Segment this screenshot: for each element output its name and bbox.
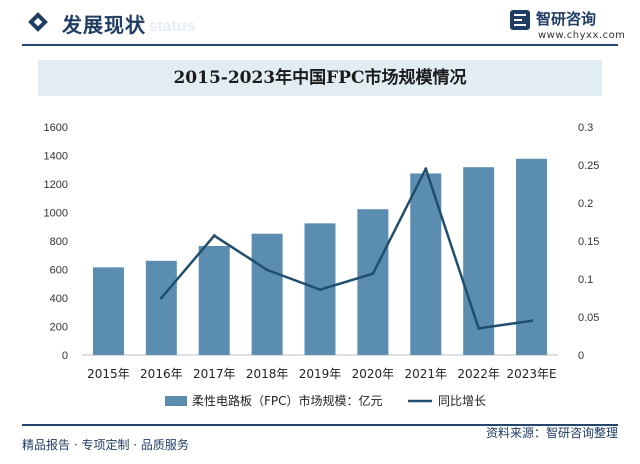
y-left-tick-label: 1200	[44, 179, 68, 191]
bar	[198, 245, 230, 355]
y-left-tick-label: 800	[50, 236, 68, 248]
y-right-tick-label: 0.1	[578, 274, 593, 286]
growth-point	[265, 268, 269, 272]
x-tick-label: 2023年E	[506, 367, 556, 381]
growth-point	[159, 296, 163, 300]
growth-point	[424, 167, 428, 171]
y-left-tick-label: 1000	[44, 208, 68, 220]
y-left-tick-label: 0	[62, 350, 68, 362]
page-header: ent status 发展现状 智研咨询 www.chyxx.com	[0, 0, 640, 44]
page-title: 发展现状	[62, 13, 146, 37]
legend-line-label: 同比增长	[438, 394, 486, 408]
footer-source: 资料来源：智研咨询整理	[485, 426, 618, 440]
x-tick-label: 2017年	[193, 367, 236, 381]
x-tick-label: 2021年	[405, 367, 448, 381]
bar	[251, 233, 283, 355]
bar	[463, 167, 495, 355]
header-divider	[22, 44, 618, 46]
diamond-icon	[28, 12, 48, 32]
y-left-tick-label: 1600	[44, 122, 68, 134]
y-right-tick-label: 0.15	[578, 236, 599, 248]
y-right-tick-label: 0.05	[578, 312, 599, 324]
growth-point	[477, 326, 481, 330]
footer-tagline: 精品报告 · 专项定制 · 品质服务	[22, 438, 189, 452]
brand-site: www.chyxx.com	[538, 30, 626, 41]
y-right-tick-label: 0	[578, 350, 584, 362]
bar	[357, 209, 389, 355]
x-tick-label: 2015年	[87, 367, 130, 381]
header-watermark: ent status	[120, 18, 196, 35]
y-right-tick-label: 0.25	[578, 160, 599, 172]
legend-bar-swatch	[165, 396, 187, 406]
growth-line	[160, 167, 532, 330]
growth-point	[371, 272, 375, 276]
x-tick-label: 2022年	[457, 367, 500, 381]
x-tick-label: 2018年	[246, 367, 289, 381]
bar	[92, 267, 124, 355]
growth-point	[318, 288, 322, 292]
brand-mark-icon	[510, 10, 530, 30]
y-left-tick-label: 400	[50, 293, 68, 305]
x-tick-label: 2016年	[140, 367, 183, 381]
y-left-tick-label: 600	[50, 265, 68, 277]
brand-name: 智研咨询	[536, 10, 597, 28]
y-left-tick-label: 1400	[44, 151, 68, 163]
y-right-tick-label: 0.3	[578, 122, 593, 134]
bar	[516, 158, 548, 355]
legend-bar-label: 柔性电路板（FPC）市场规模：亿元	[192, 393, 383, 408]
growth-point	[212, 234, 216, 238]
chart-title-band: 2015-2023年中国FPC市场规模情况	[38, 60, 602, 96]
brand-logo: 智研咨询 www.chyxx.com	[508, 8, 625, 44]
x-tick-label: 2020年	[352, 367, 395, 381]
bar	[145, 260, 177, 355]
footer-divider	[22, 424, 618, 426]
growth-point	[530, 319, 534, 323]
chart-title: 2015-2023年中国FPC市场规模情况	[173, 68, 467, 88]
x-tick-label: 2019年	[299, 367, 342, 381]
y-right-tick-label: 0.2	[578, 198, 593, 210]
y-left-tick-label: 200	[50, 322, 68, 334]
